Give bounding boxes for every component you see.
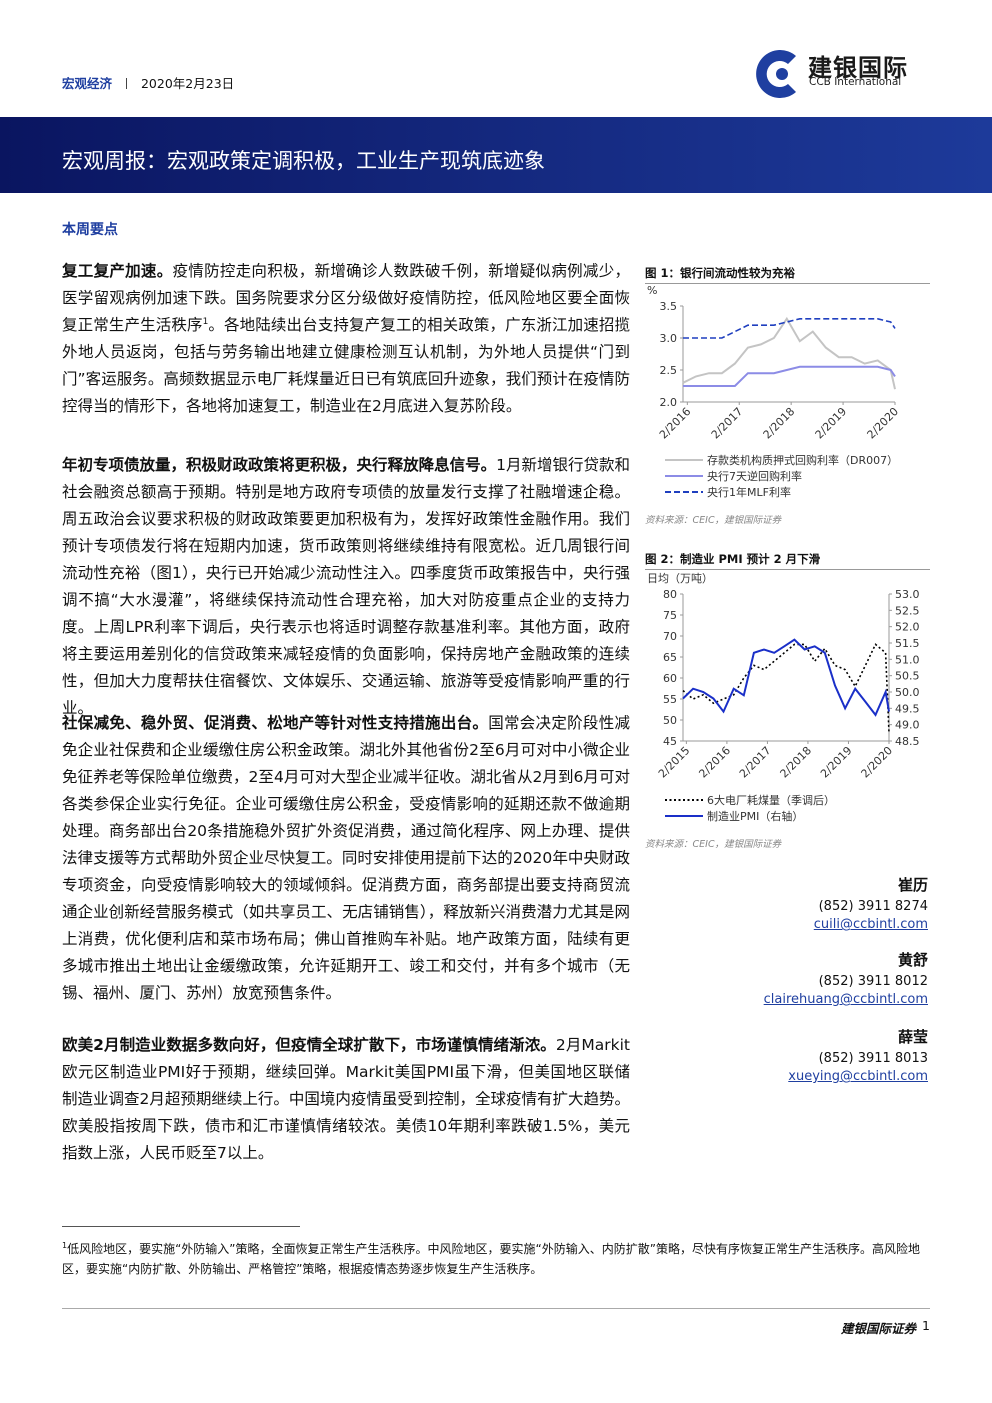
analyst-email[interactable]: xueying@ccbintl.com bbox=[788, 1069, 928, 1084]
y-tick-label: 2.5 bbox=[660, 364, 678, 377]
analyst-name: 薛莹 bbox=[897, 1028, 928, 1046]
analyst-name: 黄舒 bbox=[897, 951, 928, 969]
x-tick-label: 2/2015 bbox=[656, 744, 693, 781]
y-tick-label: 70 bbox=[663, 630, 677, 643]
y2-tick-label: 49.5 bbox=[895, 702, 920, 715]
logo-mark bbox=[756, 50, 796, 98]
y2-tick-label: 51.5 bbox=[895, 637, 920, 650]
x-tick-label: 2/2017 bbox=[737, 744, 774, 781]
y-tick-label: 60 bbox=[663, 672, 677, 685]
body: 2月Markit欧元区制造业PMI好于预期，继续回弹。Markit美国PMI虽下… bbox=[62, 1036, 631, 1162]
x-tick-label: 2/2018 bbox=[761, 405, 798, 442]
y2-tick-label: 50.5 bbox=[895, 670, 920, 683]
analyst: 黄舒 (852) 3911 8012 clairehuang@ccbintl.c… bbox=[764, 948, 928, 1008]
analyst: 薛莹 (852) 3911 8013 xueying@ccbintl.com bbox=[788, 1025, 928, 1085]
y-tick-label: 80 bbox=[663, 588, 677, 601]
date: 2020年2月23日 bbox=[140, 76, 235, 91]
series-line bbox=[683, 318, 896, 339]
header-meta: 宏观经济 2020年2月23日 bbox=[62, 73, 234, 92]
x-tick-label: 2/2016 bbox=[696, 744, 733, 781]
x-tick-label: 2/2017 bbox=[709, 405, 746, 442]
x-tick-label: 2/2019 bbox=[818, 744, 855, 781]
y-tick-label: 50 bbox=[663, 714, 677, 727]
x-tick-label: 2/2016 bbox=[657, 405, 694, 442]
lead: 社保减免、稳外贸、促消费、松地产等针对性支持措施出台。 bbox=[62, 714, 489, 732]
x-tick-label: 2/2020 bbox=[865, 405, 902, 442]
report-title: 宏观周报：宏观政策定调积极，工业生产现筑底迹象 bbox=[62, 149, 545, 173]
analyst-email[interactable]: clairehuang@ccbintl.com bbox=[763, 992, 928, 1007]
figure-caption: 图 1：银行间流动性较为充裕 bbox=[645, 265, 930, 284]
y2-tick-label: 51.0 bbox=[895, 653, 920, 666]
section: 宏观经济 bbox=[62, 76, 113, 91]
paragraph: 年初专项债放量，积极财政政策将更积极，央行释放降息信号。1月新增银行贷款和社会融… bbox=[62, 452, 630, 722]
y-tick-label: 75 bbox=[663, 609, 677, 622]
lead: 欧美2月制造业数据多数向好，但疫情全球扩散下，市场谨慎情绪渐浓。 bbox=[62, 1036, 556, 1054]
x-tick-label: 2/2018 bbox=[778, 744, 815, 781]
paragraph: 社保减免、稳外贸、促消费、松地产等针对性支持措施出台。国常会决定阶段性减免企业社… bbox=[62, 710, 630, 1007]
logo-name: 建银国际 bbox=[808, 54, 908, 82]
analyst-name: 崔历 bbox=[897, 876, 928, 894]
y2-tick-label: 50.0 bbox=[895, 686, 920, 699]
chart: 日均（万吨） 45 50 55 60 65 70 75 80 48.5 49.0 49.5 50.0 50… bbox=[647, 572, 920, 823]
figure-source: 资料来源：CEIC，建银国际证券 bbox=[645, 515, 782, 526]
banner: 宏观周报：宏观政策定调积极，工业生产现筑底迹象 bbox=[0, 117, 992, 193]
series-line bbox=[682, 638, 890, 717]
section-heading: 本周要点 bbox=[62, 222, 118, 238]
y2-tick-label: 53.0 bbox=[895, 588, 920, 601]
body: 国常会决定阶段性减免企业社保费和企业缓缴住房公积金政策。湖北外其他省份2至6月可… bbox=[62, 714, 630, 1002]
footnote-ref: 1 bbox=[202, 316, 209, 327]
paragraph: 复工复产加速。疫情防控走向积极，新增确诊人数跌破千例，新增疑似病例减少，医学留观… bbox=[62, 258, 630, 420]
legend-label: 央行7天逆回购利率 bbox=[707, 469, 802, 483]
lead: 复工复产加速。 bbox=[62, 262, 173, 280]
y-tick-label: 3.5 bbox=[660, 300, 678, 313]
x-tick-label: 2/2020 bbox=[859, 744, 896, 781]
legend-label: 6大电厂耗煤量（季调后） bbox=[707, 793, 835, 807]
paragraph: 欧美2月制造业数据多数向好，但疫情全球扩散下，市场谨慎情绪渐浓。2月Markit… bbox=[62, 1032, 630, 1167]
analyst: 崔历 (852) 3911 8274 cuili@ccbintl.com bbox=[814, 873, 928, 933]
y-tick-label: 2.0 bbox=[660, 396, 678, 409]
series-line bbox=[682, 316, 896, 390]
y-tick-label: 45 bbox=[663, 735, 677, 748]
analyst-phone: (852) 3911 8012 bbox=[818, 974, 928, 989]
legend-label: 制造业PMI（右轴） bbox=[707, 809, 803, 823]
series-line bbox=[683, 365, 896, 387]
series-line bbox=[682, 643, 890, 733]
lead: 年初专项债放量，积极财政政策将更积极，央行释放降息信号。 bbox=[62, 456, 497, 474]
footnote: 1低风险地区，要实施“外防输入”策略，全面恢复正常生产生活秩序。中风险地区，要实… bbox=[62, 1236, 932, 1279]
body: 疫情防控走向积极，新增确诊人数跌破千例，新增疑似病例减少，医学留观病例加速下跌。… bbox=[62, 262, 630, 334]
y2-tick-label: 48.5 bbox=[895, 735, 920, 748]
y-tick-label: 55 bbox=[663, 693, 677, 706]
legend-label: 存款类机构质押式回购利率（DR007） bbox=[707, 453, 898, 467]
y-axis-label: 日均（万吨） bbox=[647, 572, 713, 585]
y-tick-label: 65 bbox=[663, 651, 677, 664]
analyst-phone: (852) 3911 8013 bbox=[818, 1051, 928, 1066]
x-tick-label: 2/2019 bbox=[813, 405, 850, 442]
page-number: 1 bbox=[922, 1318, 930, 1333]
footer-company: 建银国际证券 bbox=[840, 1321, 916, 1336]
analyst-phone: (852) 3911 8274 bbox=[818, 899, 928, 914]
figure-source: 资料来源：CEIC，建银国际证券 bbox=[645, 839, 782, 850]
y2-tick-label: 52.0 bbox=[895, 621, 920, 634]
footnote-text: 低风险地区，要实施“外防输入”策略，全面恢复正常生产生活秩序。中风险地区，要实施… bbox=[62, 1242, 920, 1276]
footnote-marker: 1 bbox=[62, 1241, 68, 1250]
footer-rule bbox=[62, 1308, 930, 1309]
chart: % 2.0 2.5 3.0 3.5 2/2016 2/2017 2/2018 2/2019 2/2… bbox=[647, 284, 902, 499]
y-tick-label: 3.0 bbox=[660, 332, 678, 345]
footnote-rule bbox=[62, 1226, 300, 1227]
figure-caption: 图 2：制造业 PMI 预计 2 月下滑 bbox=[645, 551, 930, 570]
y-axis-label: % bbox=[647, 284, 657, 297]
y2-tick-label: 52.5 bbox=[895, 604, 920, 617]
body: 。各地陆续出台支持复产复工的相关政策，广东浙江加速招揽外地人员返岗，包括与劳务输… bbox=[62, 316, 630, 415]
separator bbox=[126, 78, 127, 89]
logo-english: CCB International bbox=[809, 76, 902, 88]
analyst-email[interactable]: cuili@ccbintl.com bbox=[813, 917, 928, 932]
y2-tick-label: 49.0 bbox=[895, 719, 920, 732]
legend-label: 央行1年MLF利率 bbox=[707, 485, 791, 499]
body: 1月新增银行贷款和社会融资总额高于预期。特别是地方政府专项债的放量发行支撑了社融… bbox=[62, 456, 630, 717]
